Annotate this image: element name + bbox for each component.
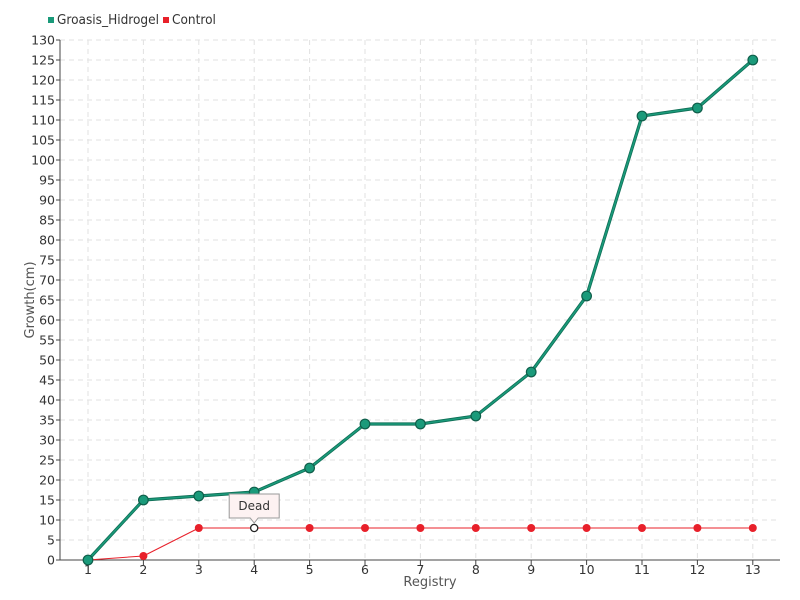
y-tick-label: 65: [39, 293, 55, 308]
y-tick-label: 120: [31, 73, 55, 88]
legend-item-groasis[interactable]: Groasis_Hidrogel: [48, 12, 159, 28]
y-tick-label: 40: [39, 393, 55, 408]
data-point-groasis[interactable]: [636, 110, 648, 122]
data-point-groasis[interactable]: [692, 102, 703, 114]
data-point-groasis[interactable]: [415, 418, 426, 430]
y-tick-label: 130: [31, 33, 55, 48]
data-point-control[interactable]: [194, 524, 203, 532]
x-tick-label: 2: [139, 562, 147, 577]
data-point-control[interactable]: [471, 524, 480, 532]
y-tick-label: 10: [39, 513, 55, 528]
data-point-control[interactable]: [638, 524, 646, 532]
y-tick-label: 95: [39, 173, 55, 188]
annotation-layer: Dead: [228, 493, 280, 524]
data-point-control[interactable]: [582, 524, 591, 532]
data-point-groasis[interactable]: [359, 418, 371, 430]
legend-label-groasis: Groasis_Hidrogel: [57, 12, 159, 28]
x-tick-label: 8: [472, 562, 480, 577]
x-axis-title: Registry: [403, 575, 457, 590]
legend-label-control: Control: [172, 12, 216, 28]
x-tick-label: 3: [195, 562, 203, 577]
data-point-control[interactable]: [305, 524, 314, 532]
y-tick-label: 5: [47, 533, 55, 548]
y-tick-label: 70: [39, 273, 55, 288]
y-tick-label: 100: [31, 153, 55, 168]
data-point-control[interactable]: [527, 524, 536, 532]
data-point-control[interactable]: [361, 524, 369, 532]
annotation-box: [228, 493, 280, 524]
y-tick-label: 35: [39, 413, 55, 428]
data-point-control[interactable]: [693, 524, 702, 532]
x-tick-label: 11: [634, 562, 650, 577]
x-tick-label: 10: [579, 562, 595, 577]
y-tick-label: 90: [39, 193, 55, 208]
x-tick-label: 1: [84, 562, 92, 577]
data-point-control[interactable]: [139, 552, 148, 560]
x-tick-label: 9: [527, 562, 535, 577]
y-tick-label: 20: [39, 473, 55, 488]
y-axis-ticks: 0 5 10 15 20 25 30 35 40 45 50 55 60 65 70 75 80 85 90 95 10…: [31, 33, 60, 568]
legend: Groasis_Hidrogel Control: [48, 12, 220, 28]
data-point-control[interactable]: [748, 524, 757, 532]
y-tick-label: 110: [31, 113, 55, 128]
x-tick-label: 13: [745, 562, 761, 577]
data-point-groasis[interactable]: [470, 410, 482, 422]
x-axis-ticks: 1 2 3 4 5 6 7 8 9 10 11 12 13: [84, 560, 761, 577]
legend-swatch-groasis: [48, 17, 54, 23]
y-tick-label: 85: [39, 213, 55, 228]
data-point-groasis[interactable]: [82, 554, 94, 566]
series-layer: [82, 54, 759, 566]
data-point-groasis[interactable]: [304, 462, 316, 474]
series-control: [84, 523, 757, 564]
data-point-groasis[interactable]: [193, 490, 205, 502]
data-point-control-selected[interactable]: [249, 523, 259, 533]
y-tick-label: 60: [39, 313, 55, 328]
y-tick-label: 25: [39, 453, 55, 468]
y-axis-title: Growth(cm): [23, 261, 38, 338]
y-tick-label: 0: [47, 553, 55, 568]
y-tick-label: 105: [31, 133, 55, 148]
y-tick-label: 50: [39, 353, 55, 368]
series-groasis: [82, 54, 759, 566]
y-tick-label: 30: [39, 433, 55, 448]
data-point-groasis[interactable]: [525, 366, 537, 378]
data-point-groasis[interactable]: [137, 494, 149, 506]
x-tick-label: 4: [250, 562, 258, 577]
x-tick-label: 7: [416, 562, 424, 577]
grid: [60, 39, 780, 560]
x-tick-label: 12: [689, 562, 705, 577]
y-tick-label: 115: [31, 93, 55, 108]
legend-item-control[interactable]: Control: [163, 12, 216, 28]
data-point-control[interactable]: [416, 524, 425, 532]
annotation-tooltip: Dead: [228, 493, 280, 524]
data-point-groasis[interactable]: [581, 290, 592, 302]
y-tick-label: 55: [39, 333, 55, 348]
y-tick-label: 80: [39, 233, 55, 248]
x-tick-label: 5: [306, 562, 314, 577]
data-point-groasis[interactable]: [747, 54, 759, 66]
annotation-text: Dead: [238, 499, 270, 513]
x-tick-label: 6: [361, 562, 369, 577]
y-tick-label: 15: [39, 493, 55, 508]
legend-swatch-control: [163, 17, 169, 23]
y-tick-label: 125: [31, 53, 55, 68]
y-tick-label: 45: [39, 373, 55, 388]
y-tick-label: 75: [39, 253, 55, 268]
